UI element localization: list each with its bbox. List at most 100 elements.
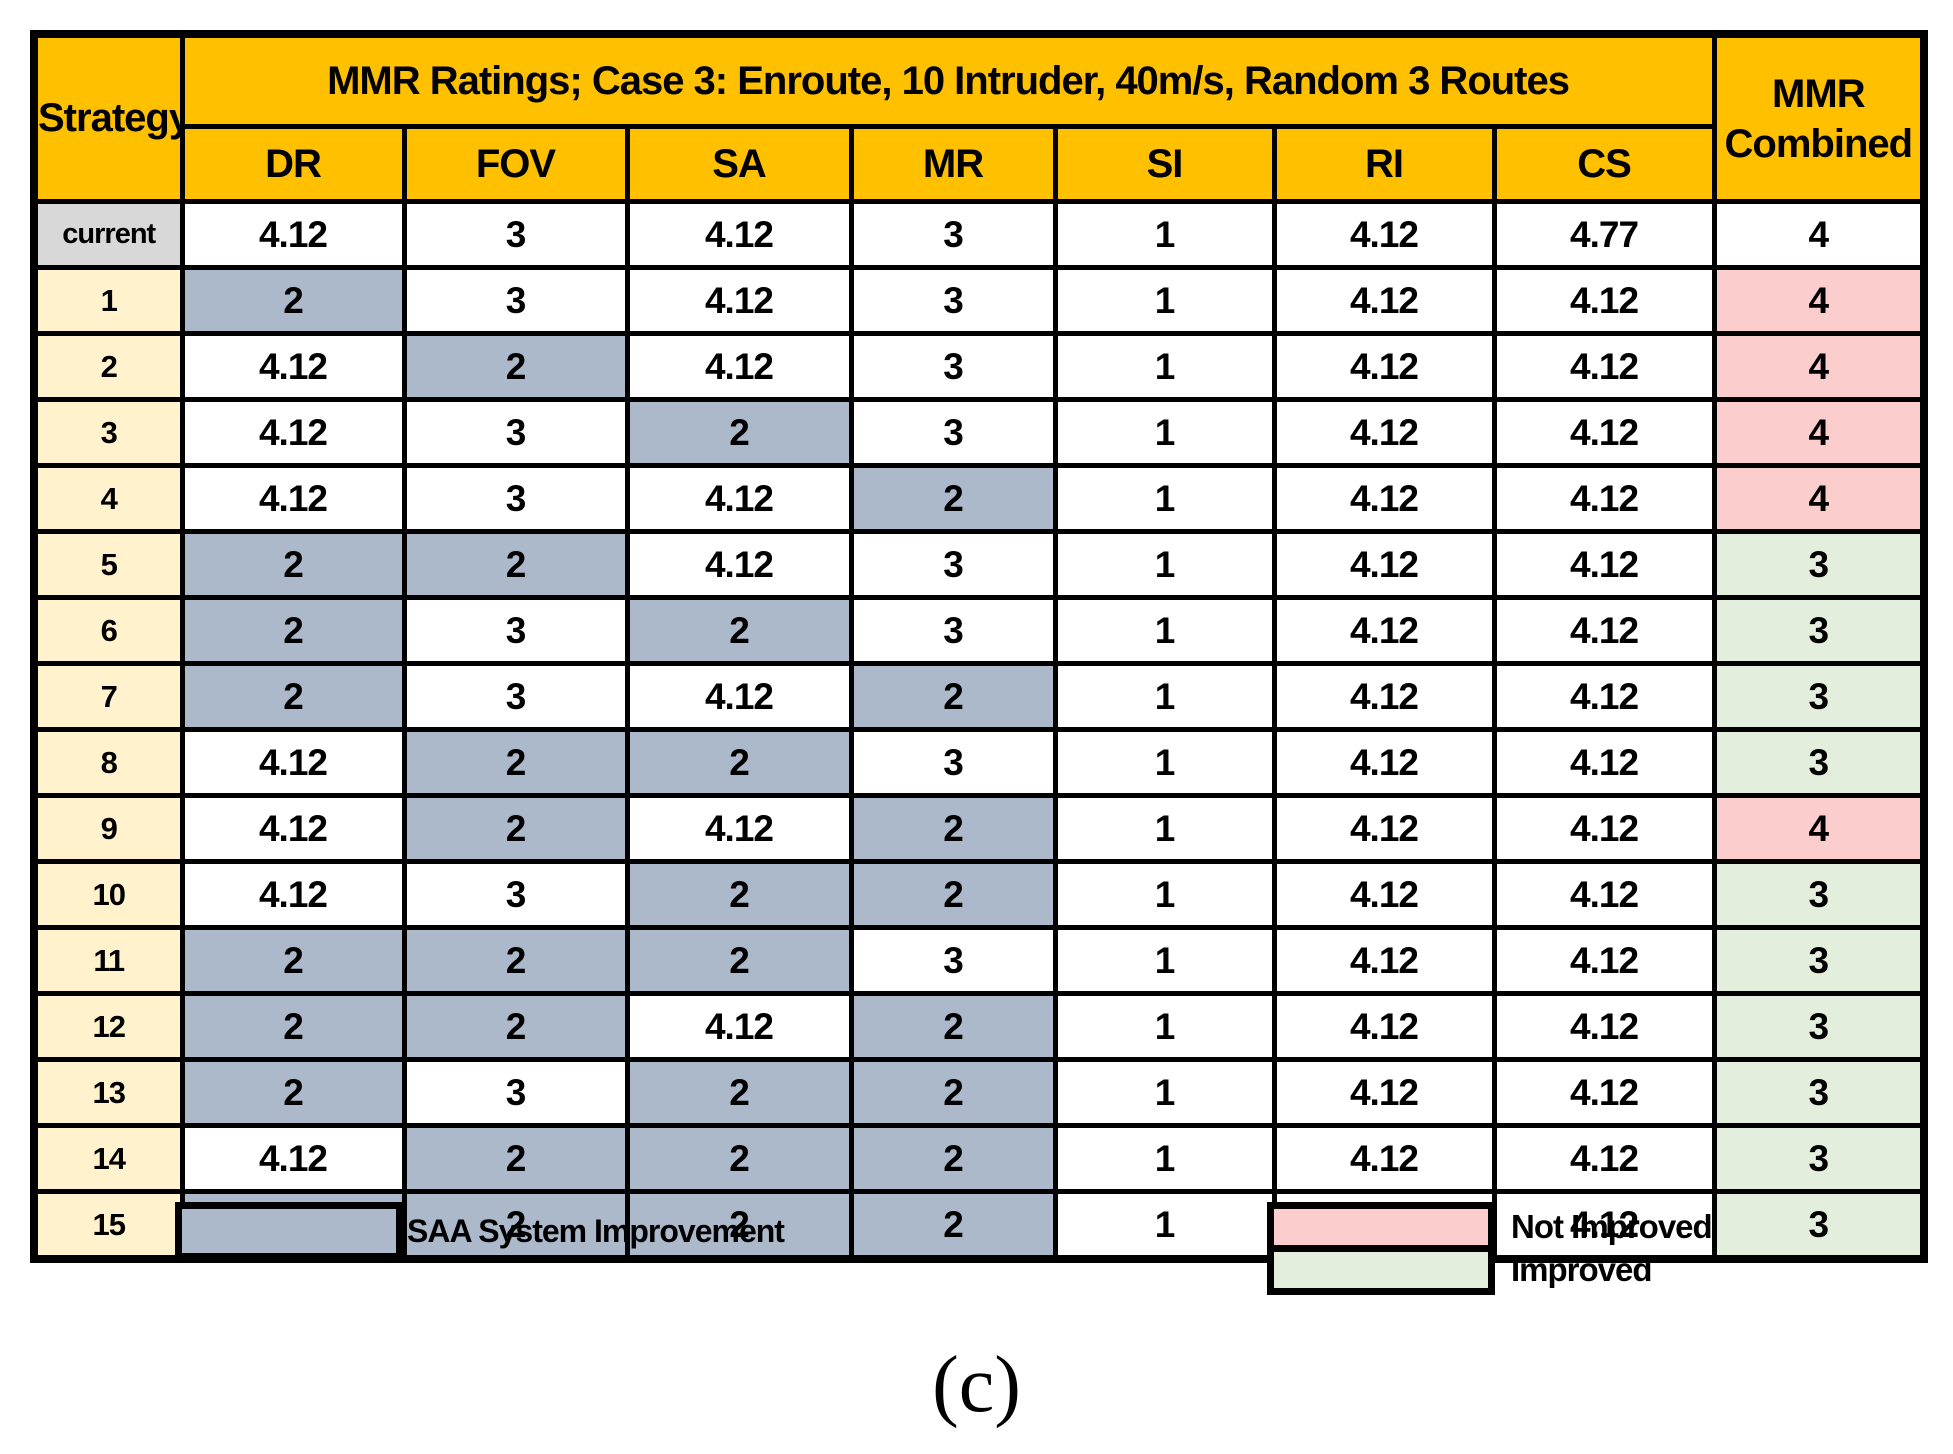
table-row-strategy-current: current 4.12 3 4.12 3 1 4.12 4.77 4 — [31, 199, 1927, 270]
rating-cell-ri: 4.12 — [1271, 463, 1497, 534]
mmr-combined-cell: 4 — [1711, 265, 1927, 336]
rating-cell-si: 1 — [1052, 265, 1277, 336]
mmr-combined-cell: 3 — [1711, 1123, 1927, 1194]
rating-cell-mr: 3 — [848, 529, 1058, 600]
strategy-label-cell: 12 — [31, 991, 185, 1062]
rating-cell-mr: 2 — [848, 463, 1058, 534]
rating-cell-cs: 4.12 — [1491, 529, 1717, 600]
strategy-label-cell: 13 — [31, 1057, 185, 1128]
strategy-label-cell: current — [31, 199, 185, 270]
rating-cell-si: 1 — [1052, 595, 1277, 666]
rating-cell-ri: 4.12 — [1271, 397, 1497, 468]
rating-cell-sa: 4.12 — [624, 331, 854, 402]
table-row-strategy-9: 9 4.12 2 4.12 2 1 4.12 4.12 4 — [31, 793, 1927, 864]
rating-cell-ri: 4.12 — [1271, 265, 1497, 336]
rating-cell-cs: 4.12 — [1491, 661, 1717, 732]
mmr-combined-cell: 3 — [1711, 661, 1927, 732]
table-header-row-criteria: DR FOV SA MR SI RI CS — [34, 124, 1924, 204]
rating-cell-mr: 2 — [848, 1123, 1058, 1194]
rating-cell-fov: 3 — [401, 859, 630, 930]
mmr-ratings-table: Strategy MMR Ratings; Case 3: Enroute, 1… — [30, 30, 1929, 1263]
rating-cell-ri: 4.12 — [1271, 529, 1497, 600]
rating-cell-sa: 2 — [624, 727, 854, 798]
rating-cell-fov: 2 — [401, 1189, 630, 1262]
combined-status-legend: Not Improved Improved — [1267, 1202, 1713, 1295]
rating-cell-sa: 2 — [624, 397, 854, 468]
column-header-dr: DR — [179, 124, 407, 204]
mmr-combined-cell: 4 — [1711, 199, 1927, 270]
rating-cell-ri: 4.12 — [1271, 661, 1497, 732]
mmr-combined-cell: 3 — [1711, 925, 1927, 996]
strategy-label-cell: 11 — [31, 925, 185, 996]
rating-cell-fov: 3 — [401, 661, 630, 732]
rating-cell-si: 1 — [1052, 793, 1277, 864]
rating-cell-fov: 2 — [401, 793, 630, 864]
rating-cell-cs: 4.12 — [1491, 1123, 1717, 1194]
rating-cell-mr: 2 — [848, 661, 1058, 732]
saa-improvement-legend-label: SAA System Improvement — [407, 1212, 785, 1249]
table-row-strategy-1: 1 2 3 4.12 3 1 4.12 4.12 4 — [31, 265, 1927, 336]
rating-cell-sa: 4.12 — [624, 463, 854, 534]
table-row-strategy-6: 6 2 3 2 3 1 4.12 4.12 3 — [31, 595, 1927, 666]
rating-cell-dr: 2 — [179, 1057, 407, 1128]
rating-cell-ri: 4.12 — [1271, 925, 1497, 996]
rating-cell-fov: 2 — [401, 925, 630, 996]
rating-cell-fov: 3 — [401, 397, 630, 468]
rating-cell-cs: 4.12 — [1491, 397, 1717, 468]
rating-cell-fov: 3 — [401, 1057, 630, 1128]
mmr-ratings-table-wrapper: Strategy MMR Ratings; Case 3: Enroute, 1… — [30, 30, 1929, 1263]
table-header-row-title: Strategy MMR Ratings; Case 3: Enroute, 1… — [31, 31, 1927, 204]
rating-cell-mr: 3 — [848, 397, 1058, 468]
mmr-combined-header-line2: Combined — [1724, 121, 1914, 166]
column-header-ri: RI — [1271, 124, 1497, 204]
rating-cell-dr: 2 — [179, 595, 407, 666]
rating-cell-cs: 4.12 — [1491, 991, 1717, 1062]
rating-cell-dr: 4.12 — [179, 463, 407, 534]
column-header-mr: MR — [848, 124, 1058, 204]
rating-cell-fov: 2 — [401, 991, 630, 1062]
mmr-combined-cell: 3 — [1711, 859, 1927, 930]
table-row-strategy-4: 4 4.12 3 4.12 2 1 4.12 4.12 4 — [31, 463, 1927, 534]
rating-cell-si: 1 — [1052, 727, 1277, 798]
rating-cell-mr: 3 — [848, 265, 1058, 336]
rating-cell-mr: 3 — [848, 595, 1058, 666]
rating-cell-cs: 4.77 — [1491, 199, 1717, 270]
rating-cell-si: 1 — [1052, 331, 1277, 402]
rating-cell-mr: 2 — [848, 793, 1058, 864]
not-improved-legend-label: Not Improved — [1511, 1208, 1713, 1245]
rating-cell-mr: 3 — [848, 727, 1058, 798]
rating-cell-mr: 2 — [848, 1189, 1058, 1262]
rating-cell-sa: 2 — [624, 1057, 854, 1128]
rating-cell-ri: 4.12 — [1271, 199, 1497, 270]
rating-cell-cs: 4.12 — [1491, 727, 1717, 798]
mmr-combined-cell: 4 — [1711, 793, 1927, 864]
strategy-label-cell: 6 — [31, 595, 185, 666]
strategy-label-cell: 8 — [31, 727, 185, 798]
rating-cell-dr: 4.12 — [179, 793, 407, 864]
rating-cell-fov: 3 — [401, 199, 630, 270]
rating-cell-si: 1 — [1052, 925, 1277, 996]
rating-cell-mr: 2 — [848, 991, 1058, 1062]
strategy-label-cell: 1 — [31, 265, 185, 336]
rating-cell-mr: 2 — [848, 1057, 1058, 1128]
rating-cell-ri: 4.12 — [1271, 331, 1497, 402]
improved-legend-label: Improved — [1511, 1251, 1653, 1288]
strategy-label-cell: 7 — [31, 661, 185, 732]
rating-cell-si: 1 — [1052, 463, 1277, 534]
table-row-strategy-10: 10 4.12 3 2 2 1 4.12 4.12 3 — [31, 859, 1927, 930]
rating-cell-cs: 4.12 — [1491, 265, 1717, 336]
strategy-label-cell: 15 — [31, 1189, 185, 1262]
strategy-label-cell: 14 — [31, 1123, 185, 1194]
rating-cell-ri: 4.12 — [1271, 595, 1497, 666]
mmr-combined-cell: 3 — [1711, 1057, 1927, 1128]
rating-cell-si: 1 — [1052, 199, 1277, 270]
rating-cell-cs: 4.12 — [1491, 331, 1717, 402]
rating-cell-sa: 2 — [624, 1189, 854, 1262]
rating-cell-fov: 2 — [401, 1123, 630, 1194]
strategy-label-cell: 3 — [31, 397, 185, 468]
mmr-combined-column-header: MMR Combined — [1711, 31, 1927, 204]
strategy-label-cell: 2 — [31, 331, 185, 402]
column-header-fov: FOV — [401, 124, 630, 204]
rating-cell-fov: 3 — [401, 595, 630, 666]
